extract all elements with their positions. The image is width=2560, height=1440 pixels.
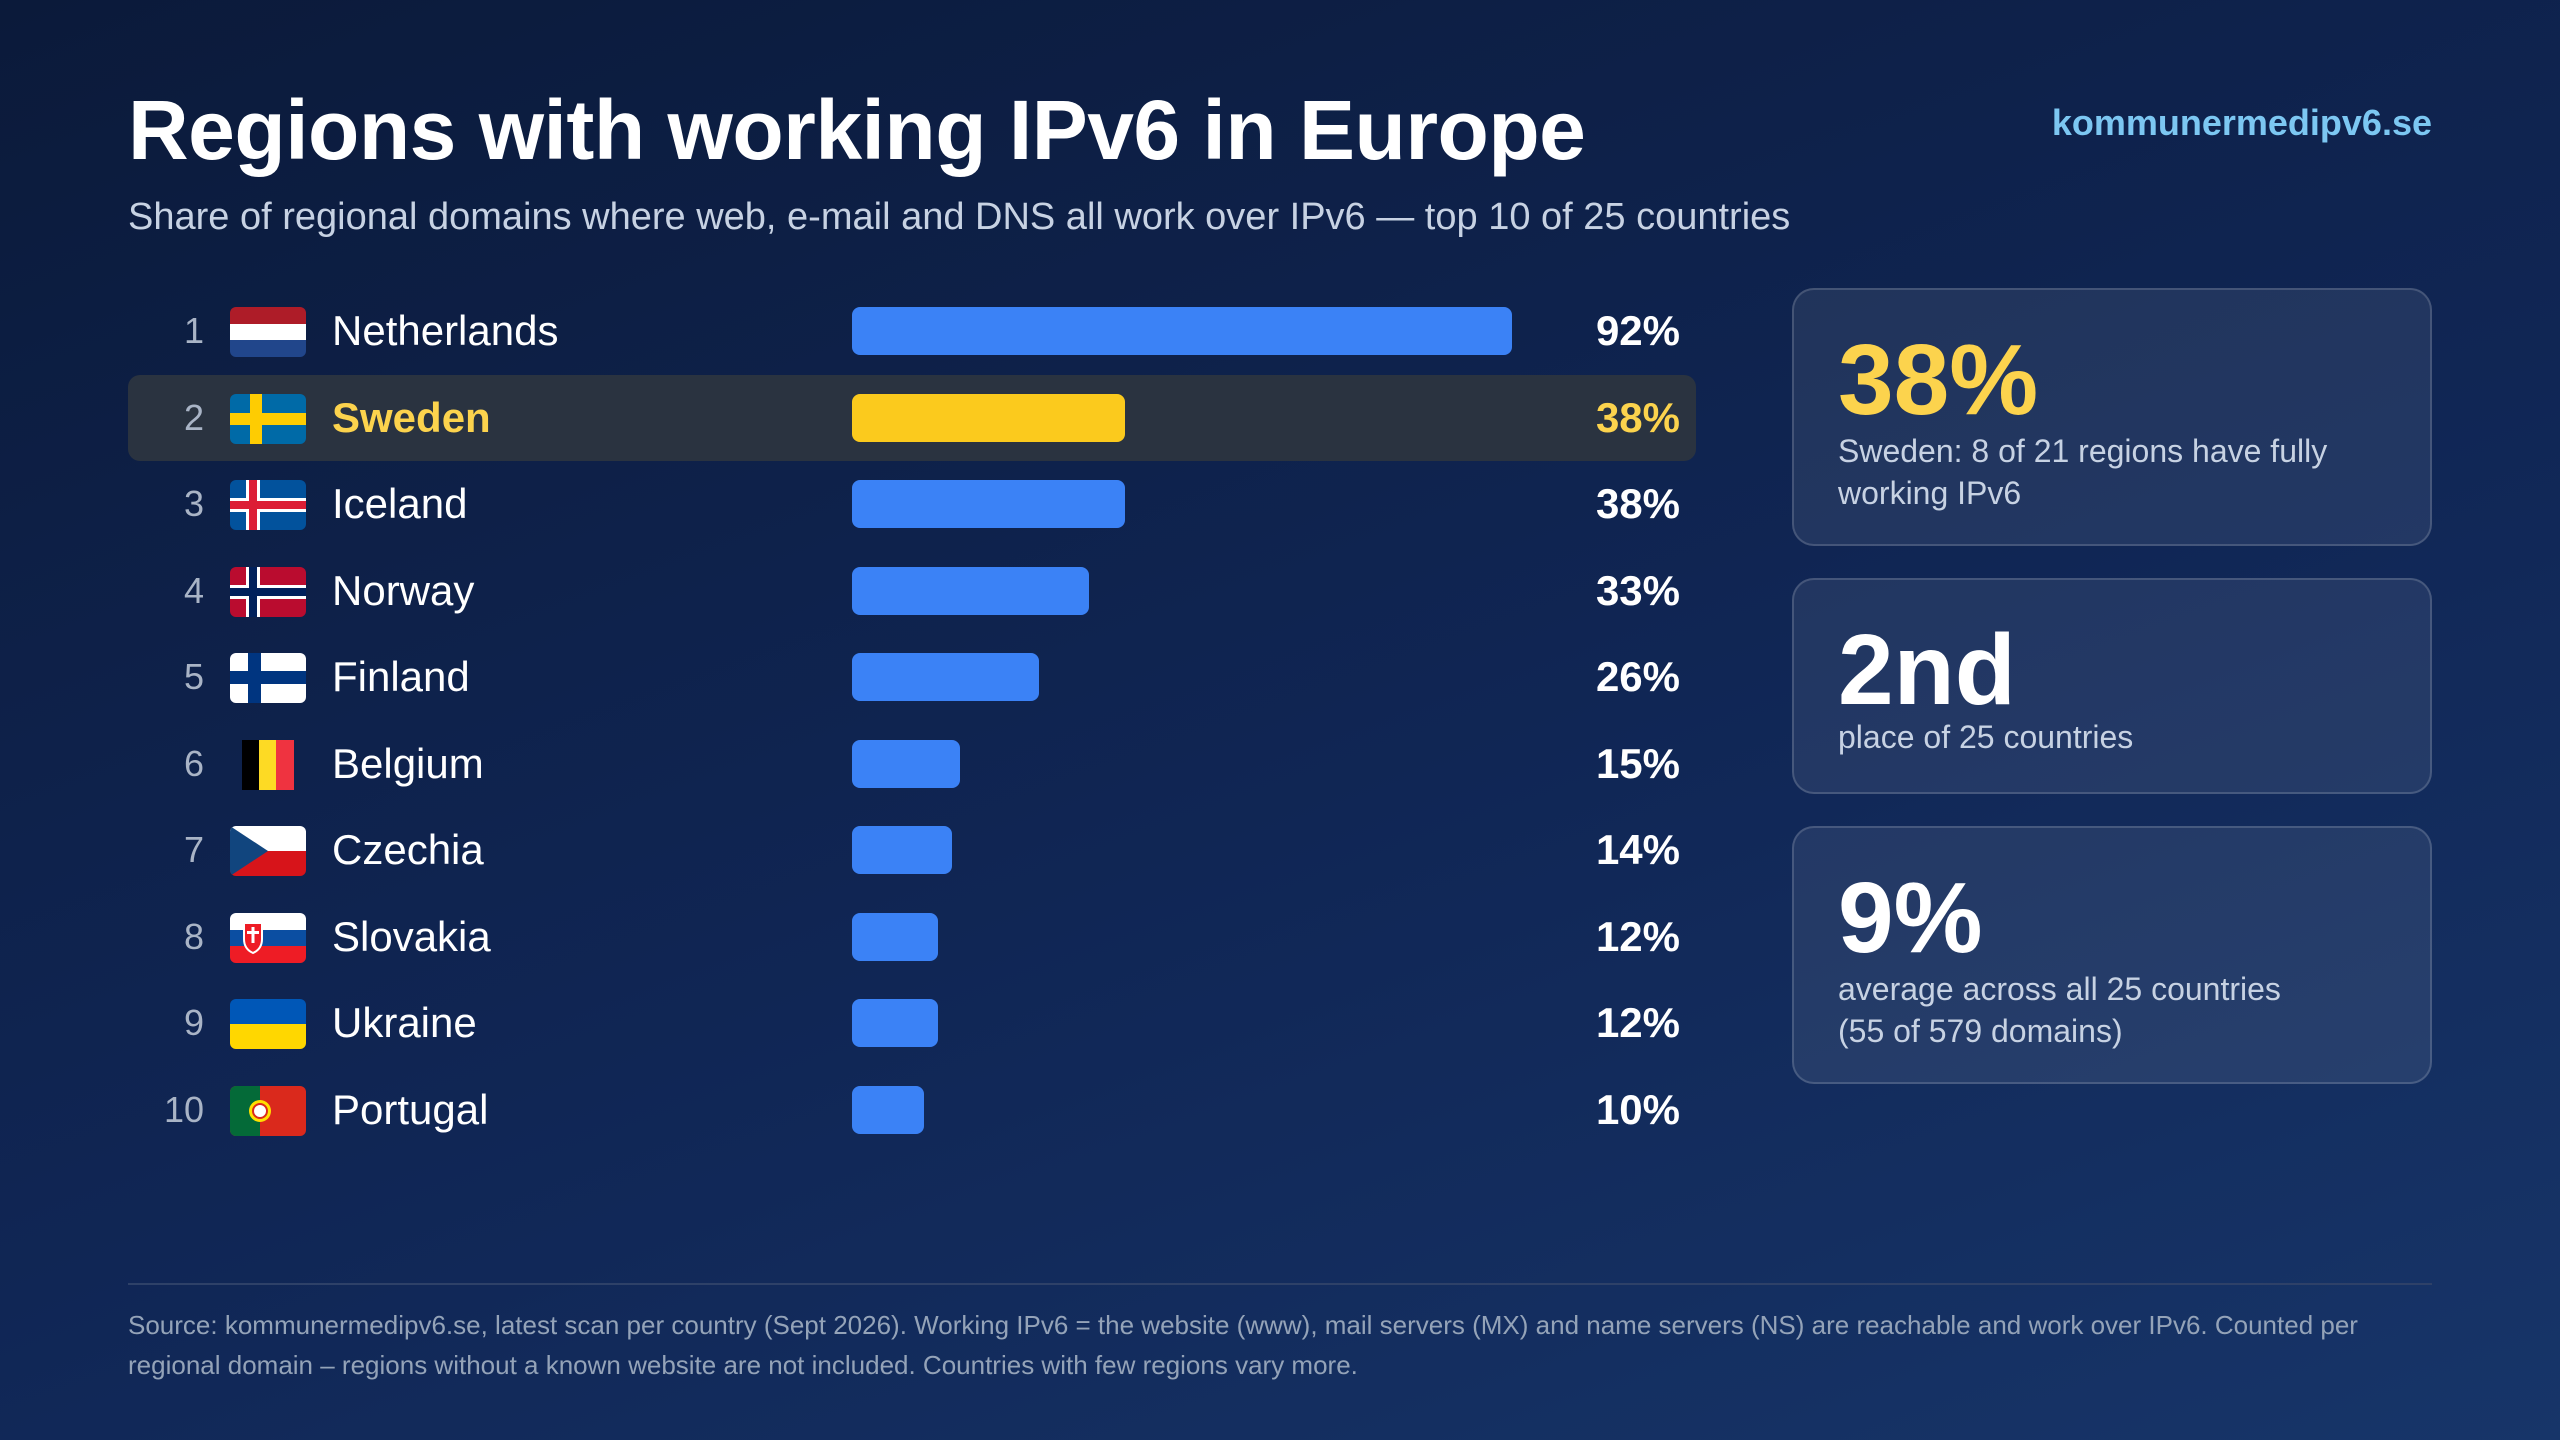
bar-netherlands bbox=[852, 307, 1512, 355]
footer-divider bbox=[128, 1283, 2432, 1285]
chart-row-ukraine: 9 Ukraine 12% bbox=[128, 980, 1696, 1066]
country-label: Ukraine bbox=[332, 999, 477, 1046]
chart-row-netherlands: 1 Netherlands 92% bbox=[128, 288, 1696, 374]
country-label: Finland bbox=[332, 653, 470, 700]
chart-row-belgium: 6 Belgium 15% bbox=[128, 721, 1696, 807]
country-label: Norway bbox=[332, 566, 475, 614]
source-footnote: Source: kommunermedipv6.se, latest scan … bbox=[128, 1310, 2358, 1380]
bar-ukraine bbox=[852, 999, 938, 1047]
chart-title: Regions with working IPv6 in Europe bbox=[128, 83, 1586, 177]
country-label: Slovakia bbox=[332, 912, 491, 960]
bar-czechia bbox=[852, 826, 952, 874]
slovakia-flag-icon bbox=[230, 912, 306, 963]
rank-label: 8 bbox=[183, 915, 204, 957]
norway-flag-icon bbox=[230, 566, 306, 617]
chart-row-slovakia: 8 Slovakia 12% bbox=[128, 894, 1696, 980]
iceland-flag-icon bbox=[230, 480, 306, 530]
stat-description: Sweden: 8 of 21 regions have fully worki… bbox=[1838, 433, 2328, 511]
chart-row-portugal: 10 Portugal 10% bbox=[128, 1067, 1696, 1153]
stat-value: 9% bbox=[1838, 862, 1983, 974]
stat-value: 2nd bbox=[1838, 614, 2016, 726]
value-label: 92% bbox=[1595, 307, 1680, 354]
value-label: 15% bbox=[1595, 739, 1680, 787]
netherlands-flag-icon bbox=[230, 307, 306, 357]
bar-slovakia bbox=[852, 912, 938, 961]
country-label: Iceland bbox=[332, 480, 468, 527]
chart-row-sweden: 2 Sweden 38% bbox=[128, 374, 1696, 461]
sweden-flag-icon bbox=[230, 393, 306, 444]
country-label: Belgium bbox=[332, 739, 484, 787]
stat-description: place of 25 countries bbox=[1838, 719, 2134, 755]
value-label: 10% bbox=[1595, 1085, 1680, 1133]
rank-label: 5 bbox=[183, 656, 204, 697]
value-label: 12% bbox=[1595, 999, 1680, 1046]
chart-subtitle: Share of regional domains where web, e-m… bbox=[128, 196, 1791, 238]
chart-row-finland: 5 Finland 26% bbox=[128, 634, 1696, 720]
bar-sweden bbox=[852, 393, 1125, 442]
rank-label: 3 bbox=[183, 483, 204, 524]
country-label: Sweden bbox=[332, 393, 491, 441]
bar-chart: 1 Netherlands 92% 2 Sweden 38% 3 Iceland 38% 4 Nor… bbox=[128, 288, 1696, 1148]
bar-portugal bbox=[852, 1085, 924, 1134]
chart-row-norway: 4 Norway 33% bbox=[128, 548, 1696, 634]
bar-norway bbox=[852, 566, 1089, 615]
rank-label: 4 bbox=[183, 569, 204, 611]
country-label: Czechia bbox=[332, 826, 484, 873]
belgium-flag-icon bbox=[242, 739, 294, 790]
portugal-flag-icon bbox=[230, 1085, 306, 1136]
country-label: Netherlands bbox=[332, 307, 559, 354]
rank-label: 10 bbox=[163, 1088, 204, 1130]
value-label: 38% bbox=[1595, 480, 1680, 527]
bar-belgium bbox=[852, 739, 960, 788]
bar-finland bbox=[852, 653, 1039, 701]
finland-flag-icon bbox=[230, 653, 306, 703]
czechia-flag-icon bbox=[230, 826, 306, 876]
stat-card-sweden: 38% Sweden: 8 of 21 regions have fully w… bbox=[1792, 288, 2432, 546]
rank-label: 7 bbox=[183, 829, 204, 870]
chart-row-czechia: 7 Czechia 14% bbox=[128, 807, 1696, 893]
value-label: 38% bbox=[1595, 393, 1680, 441]
stat-description: average across all 25 countries (55 of 5… bbox=[1838, 971, 2281, 1049]
country-label: Portugal bbox=[332, 1085, 489, 1133]
value-label: 33% bbox=[1595, 566, 1680, 614]
value-label: 12% bbox=[1595, 912, 1680, 960]
rank-label: 9 bbox=[183, 1002, 204, 1043]
rank-label: 6 bbox=[183, 742, 204, 784]
stat-card-rank: 2nd place of 25 countries bbox=[1792, 578, 2432, 794]
chart-row-iceland: 3 Iceland 38% bbox=[128, 461, 1696, 547]
ukraine-flag-icon bbox=[230, 999, 306, 1049]
bar-iceland bbox=[852, 480, 1125, 528]
stat-card-average: 9% average across all 25 countries (55 o… bbox=[1792, 826, 2432, 1084]
rank-label: 1 bbox=[183, 310, 204, 351]
value-label: 26% bbox=[1595, 653, 1680, 700]
rank-label: 2 bbox=[183, 396, 204, 438]
stat-value: 38% bbox=[1838, 324, 2039, 436]
value-label: 14% bbox=[1595, 826, 1680, 873]
site-link[interactable]: kommunermedipv6.se bbox=[2051, 102, 2432, 143]
